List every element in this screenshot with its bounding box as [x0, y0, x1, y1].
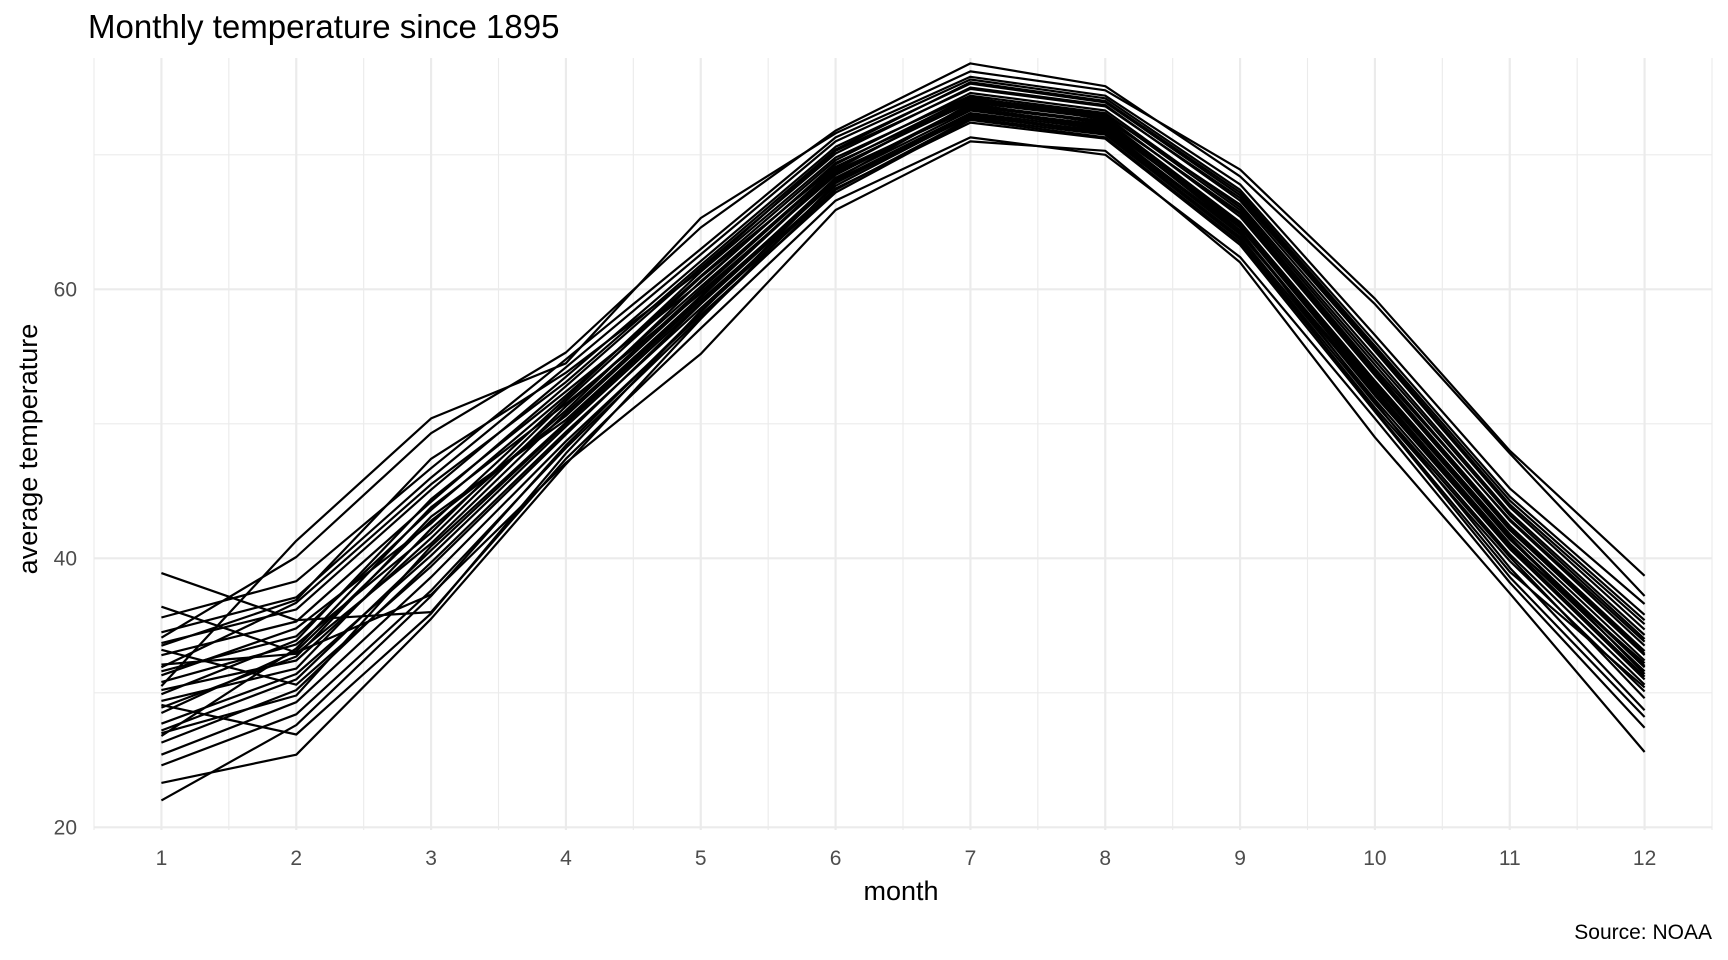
- series-line-27: [161, 121, 1646, 736]
- series-line-12: [161, 78, 1646, 634]
- x-tick-label: 4: [560, 847, 572, 870]
- x-tick-label: 12: [1633, 847, 1656, 870]
- x-axis-ticks: 1 2 3 4 5 6 7 8 9 10 11 12: [156, 847, 1657, 870]
- series-line-30: [161, 87, 1646, 647]
- series-line-7: [161, 114, 1646, 744]
- series-line-26: [160, 62, 1646, 639]
- series-line-15: [160, 99, 1646, 696]
- x-tick-label: 9: [1234, 847, 1246, 870]
- y-tick-label: 20: [54, 816, 77, 839]
- y-axis-title: average temperature: [13, 324, 43, 575]
- x-tick-label: 3: [425, 847, 437, 870]
- y-axis-ticks: 20 40 60: [54, 278, 77, 839]
- x-tick-label: 8: [1099, 847, 1111, 870]
- chart-title: Monthly temperature since 1895: [88, 8, 559, 45]
- series-line-20: [161, 75, 1646, 619]
- series-line-21: [161, 140, 1646, 753]
- x-tick-label: 2: [290, 847, 302, 870]
- series-line-29: [161, 106, 1646, 735]
- x-tick-label: 5: [695, 847, 707, 870]
- x-tick-label: 6: [830, 847, 842, 870]
- series-lines: [160, 62, 1646, 802]
- series-line-16: [161, 97, 1646, 666]
- series-line-24: [161, 113, 1646, 784]
- x-tick-label: 7: [965, 847, 977, 870]
- chart-caption: Source: NOAA: [1574, 921, 1712, 944]
- x-axis-title: month: [863, 876, 938, 906]
- series-line-28: [160, 81, 1646, 669]
- x-tick-label: 11: [1499, 847, 1521, 870]
- series-line-25: [160, 70, 1646, 687]
- series-line-22: [161, 136, 1646, 729]
- y-tick-label: 40: [54, 547, 77, 570]
- gridlines: [93, 58, 1713, 830]
- x-tick-label: 1: [156, 847, 168, 870]
- series-line-14: [161, 109, 1646, 725]
- series-line-13: [161, 94, 1646, 677]
- x-tick-label: 10: [1363, 847, 1386, 870]
- series-line-23: [160, 102, 1646, 802]
- y-tick-label: 60: [54, 278, 77, 301]
